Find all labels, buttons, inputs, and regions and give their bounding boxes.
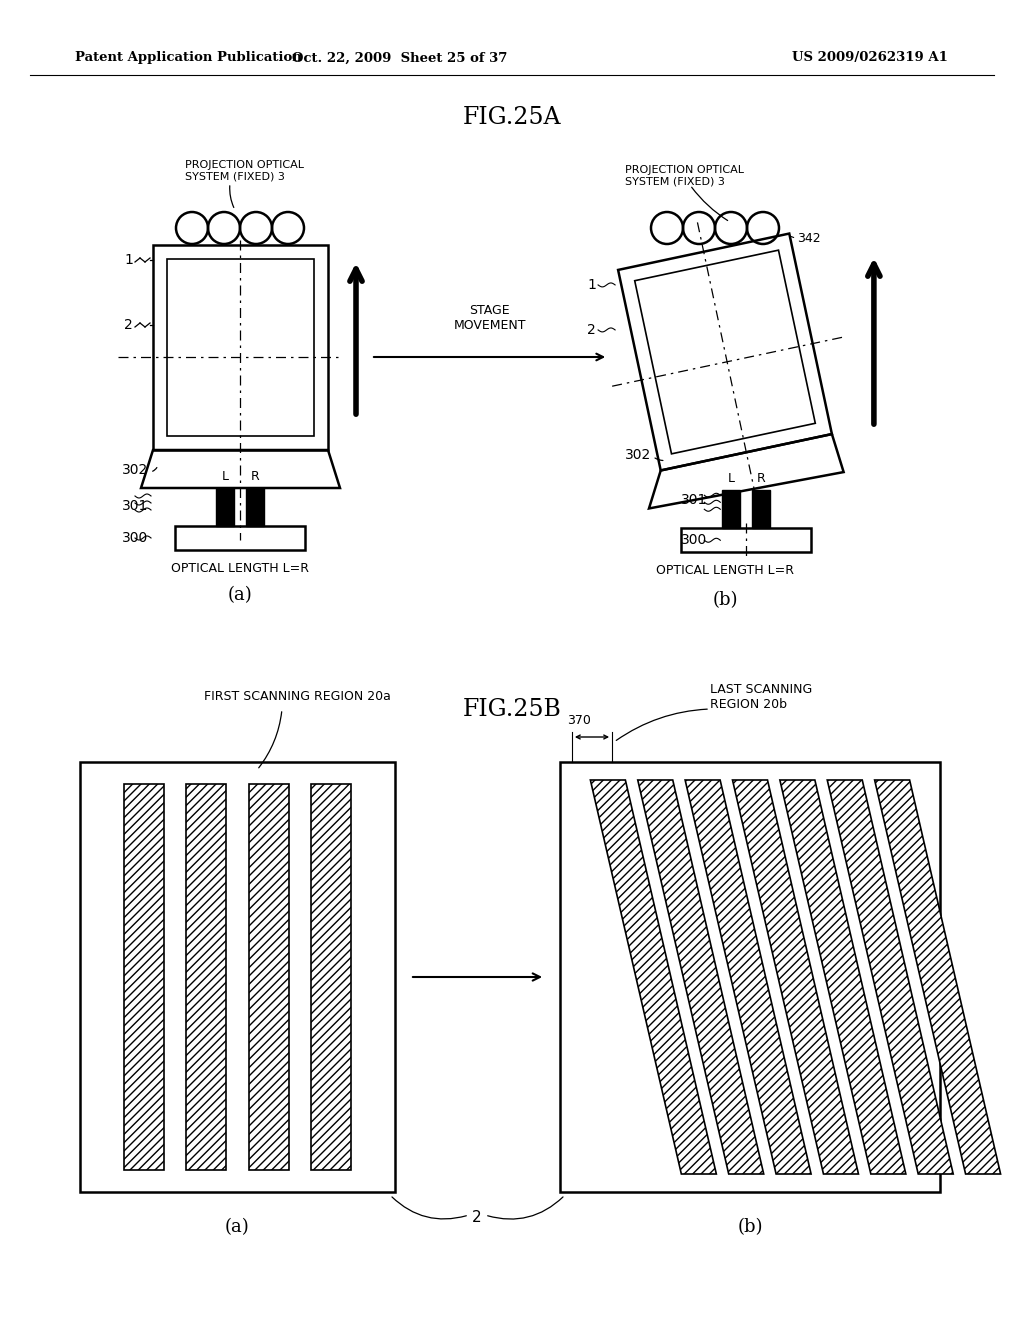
Text: FIG.25A: FIG.25A <box>463 107 561 129</box>
Bar <box>186 784 226 1170</box>
Text: 2: 2 <box>472 1209 482 1225</box>
Text: L: L <box>221 470 228 483</box>
Polygon shape <box>780 780 906 1173</box>
Text: LAST SCANNING
REGION 20b: LAST SCANNING REGION 20b <box>710 682 812 711</box>
Polygon shape <box>732 780 858 1173</box>
Polygon shape <box>685 780 811 1173</box>
Text: 302: 302 <box>122 463 148 477</box>
Bar <box>681 528 811 552</box>
Bar <box>249 784 289 1170</box>
Text: 302: 302 <box>625 449 650 462</box>
Text: 1: 1 <box>124 253 133 267</box>
Text: 2: 2 <box>588 323 596 337</box>
Text: R: R <box>757 473 766 486</box>
Text: OPTICAL LENGTH L=R: OPTICAL LENGTH L=R <box>656 564 794 577</box>
Text: FIRST SCANNING REGION 20a: FIRST SCANNING REGION 20a <box>204 690 390 704</box>
Text: FIG.25B: FIG.25B <box>463 698 561 722</box>
Text: 1: 1 <box>587 279 596 292</box>
Text: PROJECTION OPTICAL
SYSTEM (FIXED) 3: PROJECTION OPTICAL SYSTEM (FIXED) 3 <box>185 160 304 182</box>
Bar <box>753 490 770 528</box>
Text: OPTICAL LENGTH L=R: OPTICAL LENGTH L=R <box>171 561 309 574</box>
Text: 300: 300 <box>681 533 708 548</box>
Bar <box>560 762 940 1192</box>
Bar <box>153 246 328 450</box>
Text: R: R <box>251 470 259 483</box>
Text: Oct. 22, 2009  Sheet 25 of 37: Oct. 22, 2009 Sheet 25 of 37 <box>292 51 508 65</box>
Text: 2: 2 <box>124 318 133 333</box>
Text: L: L <box>728 473 735 486</box>
Polygon shape <box>591 780 717 1173</box>
Text: 300: 300 <box>122 531 148 545</box>
Polygon shape <box>638 780 764 1173</box>
Bar <box>167 259 314 436</box>
Text: STAGE
MOVEMENT: STAGE MOVEMENT <box>454 304 525 333</box>
Text: Patent Application Publication: Patent Application Publication <box>75 51 302 65</box>
Text: (b): (b) <box>737 1218 763 1236</box>
Text: 370: 370 <box>567 714 591 727</box>
Text: 301: 301 <box>122 499 148 513</box>
Bar <box>80 762 395 1192</box>
Text: US 2009/0262319 A1: US 2009/0262319 A1 <box>792 51 948 65</box>
Bar <box>722 490 740 528</box>
Text: (a): (a) <box>227 586 252 605</box>
Text: (b): (b) <box>713 591 737 610</box>
Bar <box>311 784 351 1170</box>
Text: 301: 301 <box>681 494 708 507</box>
Bar <box>216 488 234 525</box>
Polygon shape <box>874 780 1000 1173</box>
Bar <box>175 525 305 550</box>
Text: 342: 342 <box>798 232 821 246</box>
Polygon shape <box>827 780 953 1173</box>
Text: (a): (a) <box>224 1218 250 1236</box>
Bar <box>246 488 264 525</box>
Bar <box>124 784 164 1170</box>
Text: PROJECTION OPTICAL
SYSTEM (FIXED) 3: PROJECTION OPTICAL SYSTEM (FIXED) 3 <box>625 165 744 186</box>
